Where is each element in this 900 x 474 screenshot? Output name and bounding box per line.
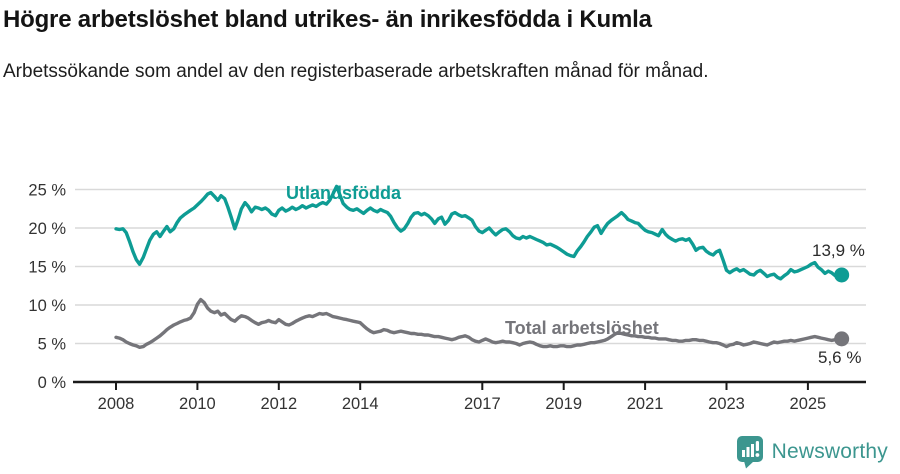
x-tick-label: 2012 [260,395,297,413]
x-tick-label: 2008 [98,395,135,413]
x-tick-label: 2017 [464,395,501,413]
logo-bar-icon [741,450,745,457]
x-tick-label: 2021 [627,395,664,413]
series-line-total-arbetsloshet [114,297,844,350]
y-tick-label: 25 % [28,182,66,200]
logo-bar-icon [746,447,750,457]
series-label-utlandsfodda: Utlandsfödda [286,183,401,203]
y-tick-label: 10 % [28,297,66,315]
page-title: Högre arbetslöshet bland utrikes- än inr… [3,6,652,33]
x-tick-label: 2014 [342,395,379,413]
series-line-utlandsfodda [114,184,844,281]
x-tick-label: 2023 [708,395,745,413]
brand-wordmark: Newsworthy [771,440,888,463]
series-label-total-arbetsloshet: Total arbetslöshet [505,318,659,338]
y-tick-label: 15 % [28,259,66,277]
logo-exclamation-dot-icon [755,453,759,457]
newsworthy-logo-icon [736,436,763,469]
newsworthy-branding: Newsworthy [736,435,888,469]
y-tick-label: 0 % [38,374,67,392]
line-chart-canvas: 0 % 5 % 10 % 15 % 20 % 25 % 2008 2010 2012 2014 20… [28,182,866,413]
chart-area: 0 % 5 % 10 % 15 % 20 % 25 % 2008 2010 2012 2014 20… [0,150,900,440]
series-end-dot-total-arbetsloshet [834,331,850,347]
chart-subtitle: Arbetssökande som andel av den registerb… [3,60,709,82]
series-end-dot-utlandsfodda [834,267,850,283]
y-tick-label: 5 % [38,336,67,354]
x-tick-label: 2010 [179,395,216,413]
logo-exclamation-icon [755,441,759,451]
end-value-label-utlandsfodda: 13,9 % [812,241,865,260]
chart-header: Högre arbetslöshet bland utrikes- än inr… [3,6,890,86]
end-value-label-total: 5,6 % [818,348,862,367]
x-tick-label: 2025 [790,395,827,413]
logo-bar-icon [750,444,754,457]
x-tick-label: 2019 [545,395,582,413]
y-tick-label: 20 % [28,220,66,238]
